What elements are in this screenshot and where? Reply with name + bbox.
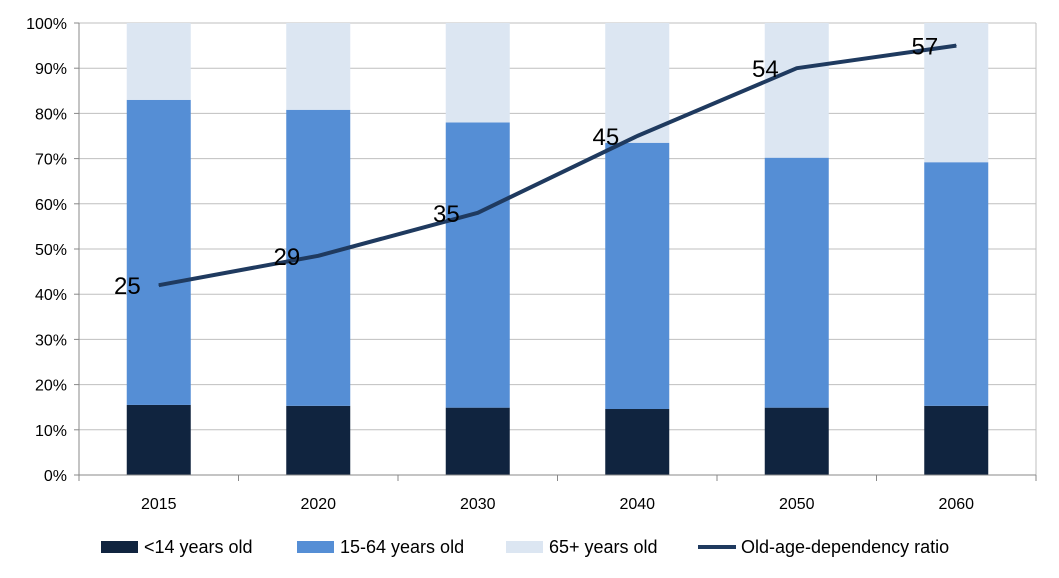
data-label: 35: [433, 201, 460, 228]
legend-label: 15-64 years old: [340, 537, 464, 557]
line-point: [317, 255, 319, 257]
y-tick-label: 90%: [35, 61, 67, 78]
data-label: 45: [593, 124, 620, 151]
legend-swatch: [506, 541, 543, 553]
y-tick-label: 10%: [35, 423, 67, 440]
bar-segment-0: [286, 405, 351, 475]
legend-label: <14 years old: [144, 537, 253, 557]
bar-segment-2: [445, 23, 510, 123]
bar-segment-0: [764, 407, 829, 475]
bar-segment-1: [764, 157, 829, 408]
x-tick-label: 2030: [460, 496, 496, 513]
line-point: [955, 45, 957, 47]
line-series: [158, 43, 957, 288]
y-tick-label: 50%: [35, 242, 67, 259]
bar-segment-1: [924, 162, 989, 406]
line-point: [477, 212, 479, 214]
data-labels: 25 29 35 45 54 57: [114, 34, 938, 301]
x-tick-label: 2050: [779, 496, 815, 513]
bar-segment-0: [126, 404, 191, 475]
dependency-ratio-line: [158, 43, 957, 288]
x-tick-label: 2040: [619, 496, 655, 513]
bar-segment-1: [605, 142, 670, 410]
y-tick-label: 40%: [35, 287, 67, 304]
x-tick-label: 2020: [300, 496, 336, 513]
y-tick-label: 20%: [35, 378, 67, 395]
line-point: [158, 284, 160, 286]
bar-segment-1: [126, 99, 191, 405]
legend-label: Old-age-dependency ratio: [741, 537, 949, 557]
bar-segment-0: [924, 405, 989, 475]
bar-segment-1: [445, 122, 510, 408]
y-tick-label: 60%: [35, 197, 67, 214]
legend-swatch: [297, 541, 334, 553]
legend: <14 years old 15-64 years old 65+ years ol…: [101, 537, 949, 557]
bar-segment-0: [605, 409, 670, 475]
data-label: 54: [752, 56, 779, 83]
bar-segment-2: [764, 23, 829, 158]
bar-segment-0: [445, 407, 510, 475]
axes: 0% 10% 20% 30% 40% 50% 60% 70% 80% 90% 100% 2015 202…: [26, 16, 1037, 513]
data-label: 29: [274, 244, 301, 271]
x-tick-label: 2015: [141, 496, 177, 513]
y-tick-label: 0%: [44, 468, 67, 485]
bar-segment-2: [126, 23, 191, 100]
data-label: 57: [912, 34, 939, 61]
bar-segment-2: [286, 23, 351, 110]
line-point: [636, 135, 638, 137]
y-tick-label: 70%: [35, 152, 67, 169]
line-point: [796, 67, 798, 69]
gridlines: [79, 22, 1037, 475]
bar-segment-2: [605, 23, 670, 143]
y-tick-label: 80%: [35, 106, 67, 123]
x-tick-label: 2060: [938, 496, 974, 513]
legend-label: 65+ years old: [549, 537, 658, 557]
data-label: 25: [114, 273, 141, 300]
y-tick-label: 30%: [35, 332, 67, 349]
y-tick-label: 100%: [26, 16, 67, 33]
legend-swatch: [101, 541, 138, 553]
